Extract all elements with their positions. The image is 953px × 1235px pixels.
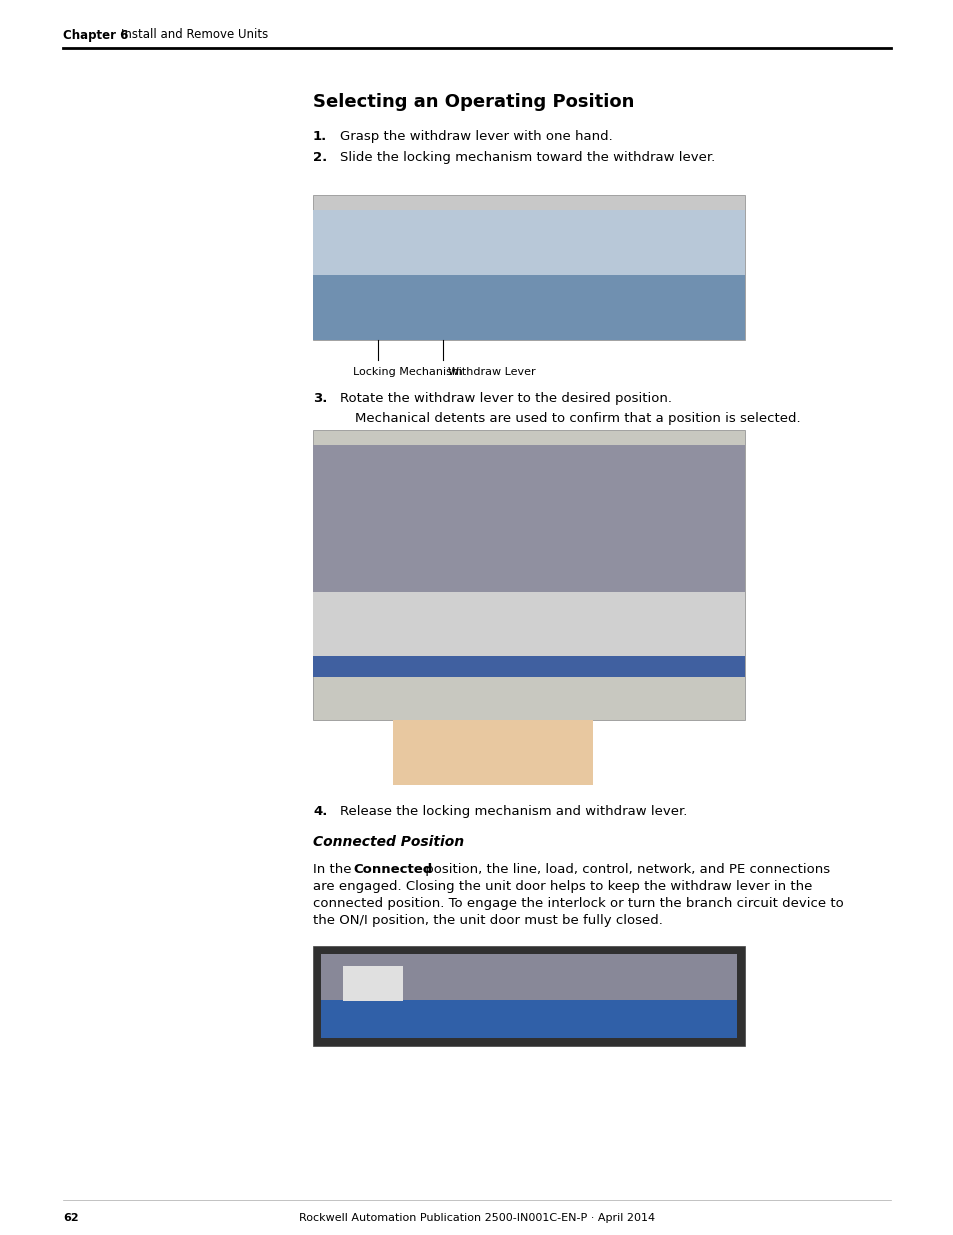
FancyBboxPatch shape	[313, 946, 744, 1046]
Text: Grasp the withdraw lever with one hand.: Grasp the withdraw lever with one hand.	[339, 130, 612, 143]
Text: In the: In the	[313, 863, 355, 876]
FancyBboxPatch shape	[313, 195, 744, 340]
Text: 1.: 1.	[313, 130, 327, 143]
FancyBboxPatch shape	[313, 210, 744, 282]
Text: Connected: Connected	[353, 863, 432, 876]
Text: the ON/I position, the unit door must be fully closed.: the ON/I position, the unit door must be…	[313, 914, 662, 927]
Text: Release the locking mechanism and withdraw lever.: Release the locking mechanism and withdr…	[339, 805, 687, 818]
Text: Withdraw Lever: Withdraw Lever	[448, 367, 535, 377]
Text: 3.: 3.	[313, 391, 327, 405]
Text: 2.: 2.	[313, 151, 327, 164]
Text: 4.: 4.	[313, 805, 327, 818]
FancyBboxPatch shape	[320, 1000, 737, 1037]
Text: Mechanical detents are used to confirm that a position is selected.: Mechanical detents are used to confirm t…	[355, 412, 800, 425]
FancyBboxPatch shape	[313, 430, 744, 720]
Text: connected position. To engage the interlock or turn the branch circuit device to: connected position. To engage the interl…	[313, 897, 842, 910]
FancyBboxPatch shape	[313, 445, 744, 604]
Text: Rotate the withdraw lever to the desired position.: Rotate the withdraw lever to the desired…	[339, 391, 671, 405]
Text: Locking Mechanism: Locking Mechanism	[353, 367, 462, 377]
Text: Rockwell Automation Publication 2500-IN001C-EN-P · April 2014: Rockwell Automation Publication 2500-IN0…	[298, 1213, 655, 1223]
FancyBboxPatch shape	[313, 593, 744, 656]
Text: Install and Remove Units: Install and Remove Units	[121, 28, 268, 42]
FancyBboxPatch shape	[313, 656, 744, 677]
FancyBboxPatch shape	[393, 720, 593, 785]
Text: 62: 62	[63, 1213, 78, 1223]
FancyBboxPatch shape	[313, 274, 744, 340]
FancyBboxPatch shape	[343, 966, 402, 1002]
FancyBboxPatch shape	[320, 953, 737, 1037]
Text: are engaged. Closing the unit door helps to keep the withdraw lever in the: are engaged. Closing the unit door helps…	[313, 881, 812, 893]
Text: Connected Position: Connected Position	[313, 835, 464, 848]
Text: Slide the locking mechanism toward the withdraw lever.: Slide the locking mechanism toward the w…	[339, 151, 715, 164]
Text: Selecting an Operating Position: Selecting an Operating Position	[313, 93, 634, 111]
Text: position, the line, load, control, network, and PE connections: position, the line, load, control, netwo…	[420, 863, 829, 876]
Text: Chapter 6: Chapter 6	[63, 28, 129, 42]
